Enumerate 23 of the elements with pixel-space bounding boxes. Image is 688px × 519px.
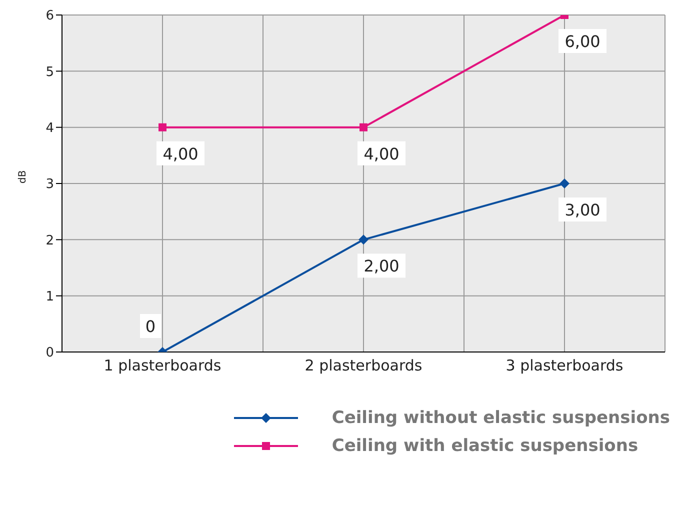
data-label: 6,00 bbox=[564, 32, 600, 51]
x-tick-label: 2 plasterboards bbox=[304, 356, 422, 375]
y-tick-label: 2 bbox=[46, 233, 54, 248]
data-label: 4,00 bbox=[364, 144, 400, 164]
y-tick-label: 4 bbox=[46, 120, 54, 136]
x-tick-label: 3 plasterboards bbox=[506, 356, 624, 375]
point bbox=[358, 234, 368, 245]
data-label: 0 bbox=[145, 317, 156, 336]
data-label: 2,00 bbox=[364, 256, 400, 276]
point bbox=[158, 123, 166, 132]
data-label: 4,00 bbox=[162, 144, 198, 164]
y-tick-label: 0 bbox=[46, 346, 54, 361]
point bbox=[360, 123, 368, 132]
y-tick-label: 3 bbox=[46, 177, 54, 192]
point bbox=[560, 178, 570, 188]
y-axis-title: dB bbox=[18, 170, 29, 184]
legend-label: Ceiling with elastic suspensions bbox=[332, 436, 638, 456]
legend-label: Ceiling without elastic suspensions bbox=[332, 408, 670, 428]
y-tick-label: 6 bbox=[46, 8, 54, 24]
data-label: 3,00 bbox=[564, 200, 600, 220]
y-tick-label: 5 bbox=[46, 64, 54, 80]
y-tick-label: 1 bbox=[46, 289, 54, 304]
x-tick-label: 1 plasterboards bbox=[104, 356, 222, 375]
